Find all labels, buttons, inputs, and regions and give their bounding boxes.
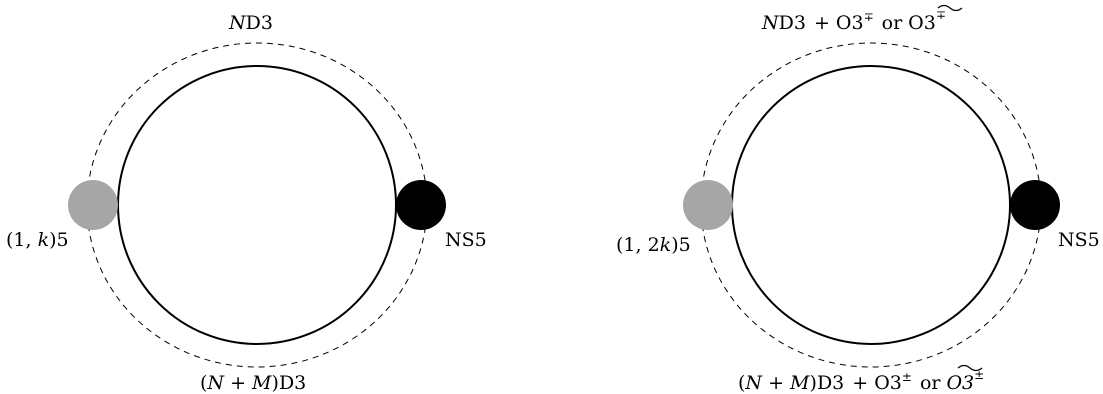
- right-ns5-label: NS5: [1058, 229, 1100, 251]
- right-brane-black-disk: [1010, 180, 1060, 230]
- right-top-tilde-mark: [937, 4, 963, 12]
- right-bottom-tilde-mark: [957, 364, 983, 372]
- right-top-tilde-o3: O3: [908, 12, 936, 34]
- right-top-label: ND3 + O3∓ or O3∓: [761, 8, 946, 34]
- right-bottom-tilde-o3: O3: [946, 372, 974, 394]
- left-outer-dashed-ring: [86, 42, 428, 368]
- left-brane-black-disk: [396, 180, 446, 230]
- left-brane-label: (1, k)5: [6, 229, 69, 251]
- left-inner-ring: [117, 65, 397, 345]
- left-bottom-label: (N + M)D3: [200, 372, 306, 394]
- right-diagram: ND3 + O3∓ or O3∓ (N + M)D3 + O3± or O3± (1, 2k…: [616, 4, 1100, 394]
- left-ns5-label: NS5: [445, 229, 487, 251]
- left-brane-grey-disk: [68, 180, 118, 230]
- right-brane-label: (1, 2k)5: [616, 234, 691, 256]
- right-outer-dashed-ring: [700, 42, 1042, 368]
- right-inner-ring: [731, 65, 1011, 345]
- left-diagram: ND3 (N + M)D3 (1, k)5 NS5: [6, 12, 487, 394]
- right-brane-grey-disk: [683, 180, 733, 230]
- right-bottom-label: (N + M)D3 + O3± or O3±: [738, 368, 984, 394]
- left-top-label: ND3: [228, 12, 273, 34]
